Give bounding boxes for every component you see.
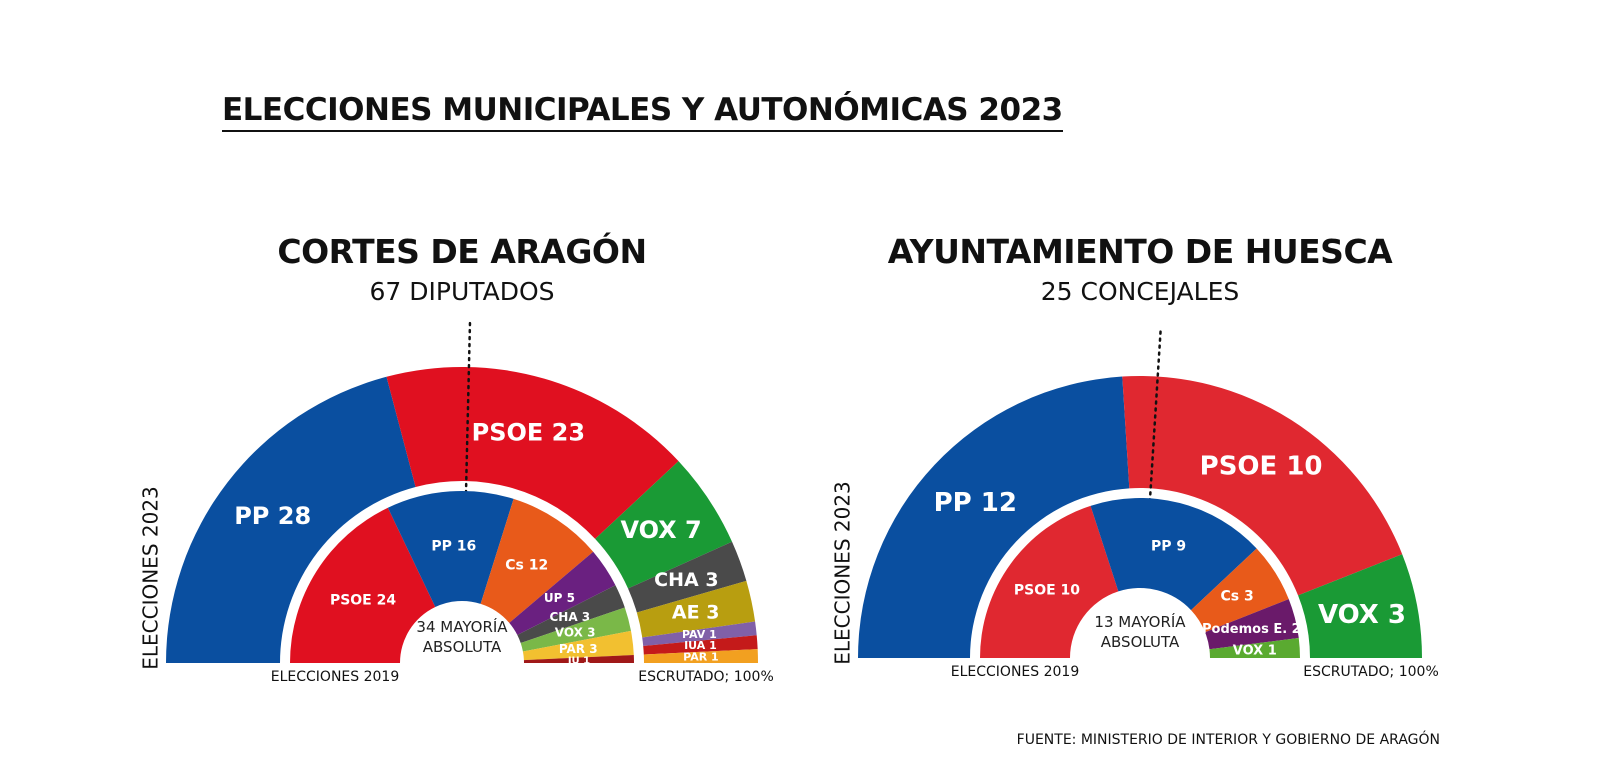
segment xyxy=(1205,599,1299,650)
segment xyxy=(643,649,758,663)
segment-label: Podemos E. 2 xyxy=(1202,622,1301,637)
segment xyxy=(520,607,631,652)
segment xyxy=(387,491,514,608)
chart-title: CORTES DE ARAGÓN xyxy=(277,232,647,271)
segment-label: PSOE 10 xyxy=(1014,582,1080,598)
segment-label: CHA 3 xyxy=(654,569,718,591)
segment-label: CHA 3 xyxy=(549,610,590,624)
ring-label: ELECCIONES 2023 xyxy=(831,481,855,665)
segment xyxy=(643,635,758,655)
segment-label: AE 3 xyxy=(672,601,720,623)
segment-label: VOX 3 xyxy=(1318,600,1406,630)
segment-label: VOX 1 xyxy=(1233,643,1277,658)
segment xyxy=(290,507,436,663)
majority-label: 13 MAYORÍA ABSOLUTA xyxy=(1094,613,1186,651)
segment xyxy=(522,630,634,661)
segment-label: Cs 3 xyxy=(1220,588,1253,604)
segment-label: PP 16 xyxy=(431,538,476,554)
segment-label: IUA 1 xyxy=(684,639,717,652)
segment-label: UP 5 xyxy=(544,591,575,605)
source: FUENTE: MINISTERIO DE INTERIOR Y GOBIERN… xyxy=(1016,732,1440,748)
note: ESCRUTADO; 100% xyxy=(1303,664,1439,680)
chart-title: AYUNTAMIENTO DE HUESCA xyxy=(887,232,1393,271)
segment-label: PSOE 10 xyxy=(1200,452,1323,482)
segment xyxy=(1298,554,1422,658)
segment xyxy=(523,654,634,663)
segment xyxy=(1090,498,1257,611)
segment-label: PP 12 xyxy=(934,488,1017,518)
segment xyxy=(595,461,733,589)
segment-label: IU 1 xyxy=(568,655,590,666)
segment-label: PAR 1 xyxy=(683,650,719,663)
segment xyxy=(1122,376,1403,596)
segment-label: PP 28 xyxy=(234,502,311,530)
segment-label: VOX 3 xyxy=(555,626,596,640)
segment xyxy=(166,376,416,663)
segment-label: PSOE 24 xyxy=(330,593,396,609)
segment-label: PAV 1 xyxy=(682,628,717,641)
segment-label: PAR 3 xyxy=(559,642,598,656)
page-title: ELECCIONES MUNICIPALES Y AUTONÓMICAS 202… xyxy=(222,92,1063,132)
segment xyxy=(1191,548,1289,633)
segment xyxy=(509,551,616,635)
segment-label: Cs 12 xyxy=(505,558,548,574)
segment xyxy=(517,585,625,644)
segment-label: PP 9 xyxy=(1151,539,1186,555)
chart-subtitle: 25 CONCEJALES xyxy=(1040,277,1240,306)
ring-label: ELECCIONES 2019 xyxy=(951,664,1079,680)
ring-label: ELECCIONES 2023 xyxy=(139,486,163,670)
segment xyxy=(1209,637,1300,658)
segment xyxy=(642,621,757,646)
chart-subtitle: 67 DIPUTADOS xyxy=(369,277,555,306)
note: ESCRUTADO; 100% xyxy=(638,669,774,685)
segment xyxy=(636,580,756,638)
ring-label: ELECCIONES 2019 xyxy=(271,669,399,685)
segment xyxy=(858,376,1130,658)
segment-label: PSOE 23 xyxy=(472,418,585,446)
segment xyxy=(480,498,594,623)
segment-label: VOX 7 xyxy=(620,516,701,544)
segment xyxy=(386,367,679,539)
segment xyxy=(980,505,1119,658)
segment xyxy=(628,541,747,613)
majority-label: 34 MAYORÍA ABSOLUTA xyxy=(416,618,508,656)
